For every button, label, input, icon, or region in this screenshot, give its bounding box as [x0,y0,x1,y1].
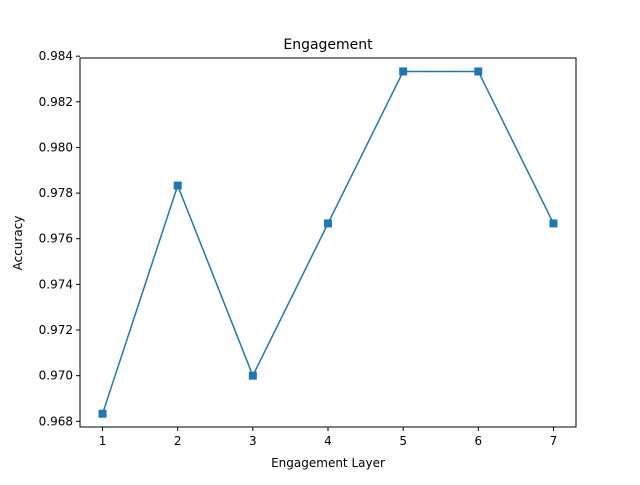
y-tick-label: 0.968 [39,414,73,428]
y-tick-label: 0.978 [39,186,73,200]
series-layer [98,67,558,418]
data-point-marker [474,67,483,76]
x-tick-label: 1 [99,434,107,448]
data-point-marker [399,67,408,76]
y-axis-title: Accuracy [11,216,25,271]
data-point-marker [549,219,558,228]
x-tick-label: 3 [249,434,257,448]
y-tick-label: 0.982 [39,95,73,109]
y-tick-label: 0.974 [39,277,73,291]
y-tick-label: 0.976 [39,232,73,246]
data-point-marker [98,409,107,418]
data-point-marker [324,219,332,228]
data-point-marker [248,371,257,380]
x-tick-label: 4 [324,434,332,448]
y-tick-label: 0.970 [39,369,73,383]
x-tick-label: 7 [550,434,558,448]
x-tick-label: 5 [399,434,407,448]
x-tick-label: 2 [174,434,182,448]
data-point-marker [173,181,182,190]
y-tick-label: 0.972 [39,323,73,337]
y-axis: 0.968 0.970 0.972 0.974 0.976 0.978 0.980 0.982… [39,49,80,428]
x-tick-label: 6 [474,434,482,448]
x-axis: 1 2 3 4 5 6 7 [99,427,558,448]
chart-title: Engagement [283,37,373,53]
y-tick-label: 0.980 [39,140,73,154]
y-tick-label: 0.984 [39,49,73,63]
x-axis-title: Engagement Layer [271,456,385,470]
